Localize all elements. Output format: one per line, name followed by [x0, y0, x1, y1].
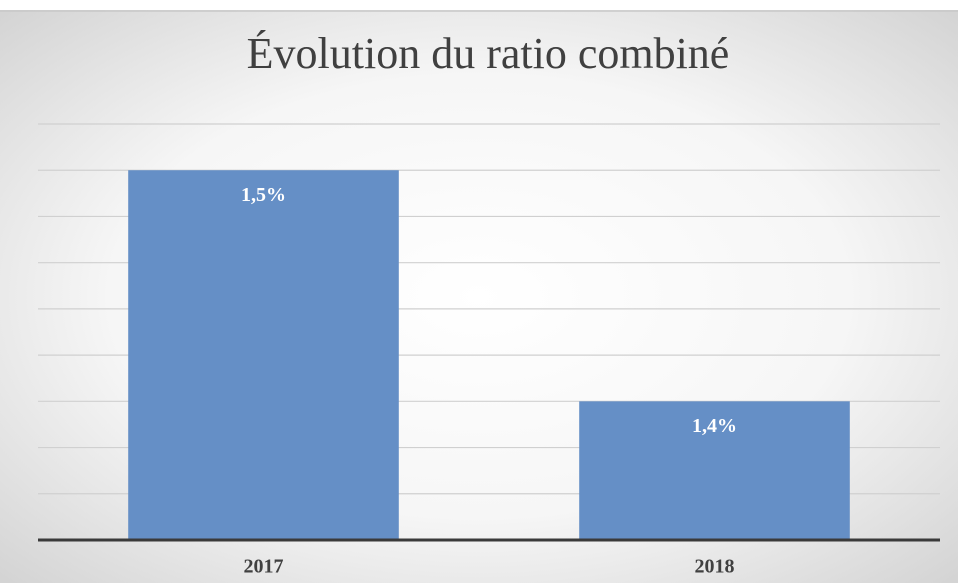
data-label: 1,5% — [241, 184, 286, 206]
x-tick-label: 2018 — [695, 556, 735, 578]
bar — [128, 170, 399, 540]
x-tick-label: 2017 — [244, 556, 284, 578]
chart-title: Évolution du ratio combiné — [247, 29, 730, 78]
bar — [579, 401, 850, 540]
data-label: 1,4% — [692, 415, 737, 437]
